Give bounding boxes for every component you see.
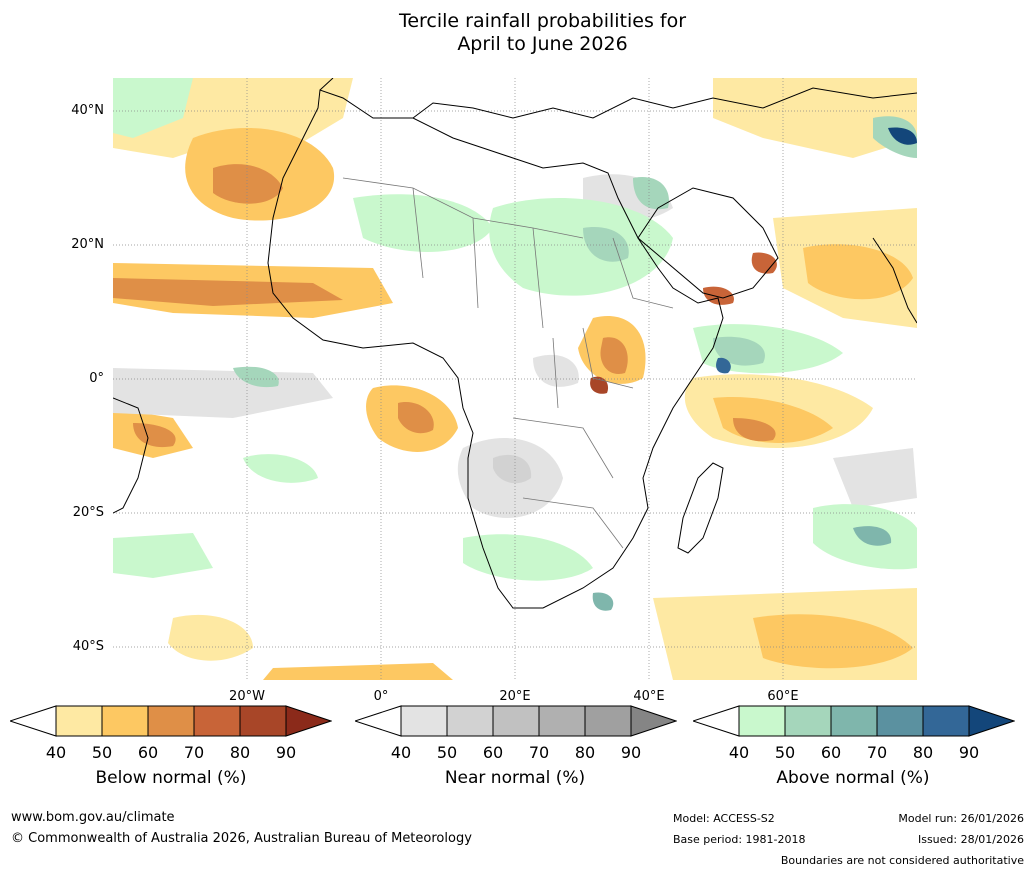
coastlines (113, 78, 917, 609)
cb-below-seg-0 (10, 705, 57, 737)
cb-above-tick-40: 40 (728, 743, 750, 762)
cb-above-tick-90: 90 (958, 743, 980, 762)
footer-issued: Issued: 28/01/2026 (917, 833, 1024, 846)
cb-below-seg-1 (55, 705, 103, 737)
cb-below-seg-3 (147, 705, 195, 737)
cb-above-tick-80: 80 (912, 743, 934, 762)
cb-near-seg-2 (446, 705, 494, 737)
lon-label-20w: 20°W (229, 689, 265, 704)
cb-near-title: Near normal (%) (444, 768, 586, 788)
lon-label-20e: 20°E (499, 689, 531, 704)
cb-near-tick-60: 60 (482, 743, 504, 762)
cb-near-tick-90: 90 (620, 743, 642, 762)
arabia-coastline (637, 187, 779, 299)
cb-above-seg-0 (693, 705, 740, 737)
india-coastline (872, 237, 917, 324)
cb-below-tick-50: 50 (91, 743, 113, 762)
lat-label-40s: 40°S (72, 639, 104, 654)
cb-below-tick-80: 80 (229, 743, 251, 762)
cb-above-seg-3 (830, 705, 878, 737)
cb-above-seg-6 (968, 705, 1015, 737)
lat-label-0: 0° (89, 371, 104, 386)
cb-near-tick-50: 50 (436, 743, 458, 762)
footer-copyright: © Commonwealth of Australia 2026, Austra… (11, 831, 472, 846)
graticule (113, 78, 917, 680)
madagascar-coastline (677, 462, 724, 554)
cb-below-seg-4 (193, 705, 241, 737)
above-normal-patches (113, 78, 917, 611)
cb-below-seg-5 (239, 705, 287, 737)
footer-model-run: Model run: 26/01/2026 (898, 812, 1024, 825)
cb-near-tick-80: 80 (574, 743, 596, 762)
cb-near-seg-4 (538, 705, 586, 737)
lat-label-20n: 20°N (71, 237, 104, 252)
cb-above-tick-70: 70 (866, 743, 888, 762)
colorbar-below-normal (10, 705, 332, 737)
cb-near-seg-1 (400, 705, 448, 737)
cb-near-tick-70: 70 (528, 743, 550, 762)
title-line-1: Tercile rainfall probabilities for (398, 10, 687, 32)
cb-below-seg-6 (285, 705, 332, 737)
cb-below-tick-60: 60 (137, 743, 159, 762)
cb-below-tick-40: 40 (45, 743, 67, 762)
south-america-coastline (113, 397, 149, 514)
below-normal-patches (113, 78, 917, 680)
lon-label-60e: 60°E (767, 689, 799, 704)
cb-near-seg-5 (584, 705, 632, 737)
country-borders (342, 177, 674, 549)
title-line-2: April to June 2026 (457, 33, 628, 55)
europe-coastline (319, 78, 917, 119)
colorbar-above-normal (693, 705, 1015, 737)
colorbar-near-normal (355, 705, 677, 737)
footer-website-link[interactable]: www.bom.gov.au/climate (11, 810, 175, 825)
cb-above-title: Above normal (%) (776, 768, 930, 788)
cb-above-tick-60: 60 (820, 743, 842, 762)
lat-label-40n: 40°N (71, 103, 104, 118)
cb-below-seg-2 (101, 705, 149, 737)
chart-title: Tercile rainfall probabilities for April… (0, 10, 1035, 56)
map-panel (113, 78, 917, 680)
cb-below-tick-90: 90 (275, 743, 297, 762)
cb-above-tick-50: 50 (774, 743, 796, 762)
cb-above-seg-1 (738, 705, 786, 737)
cb-near-seg-0 (355, 705, 402, 737)
cb-near-seg-6 (630, 705, 677, 737)
footer-disclaimer: Boundaries are not considered authoritat… (780, 854, 1024, 867)
lon-label-40e: 40°E (633, 689, 665, 704)
footer-base-period: Base period: 1981-2018 (673, 833, 806, 846)
cb-below-tick-70: 70 (183, 743, 205, 762)
cb-above-seg-5 (922, 705, 970, 737)
cb-near-tick-40: 40 (390, 743, 412, 762)
cb-above-seg-2 (784, 705, 832, 737)
cb-below-title: Below normal (%) (95, 768, 247, 788)
africa-coastline (267, 89, 724, 609)
lat-label-20s: 20°S (72, 505, 104, 520)
cb-above-seg-4 (876, 705, 924, 737)
map-canvas (113, 78, 917, 680)
cb-near-seg-3 (492, 705, 540, 737)
lon-label-0: 0° (373, 689, 389, 704)
footer-model: Model: ACCESS-S2 (673, 812, 775, 825)
